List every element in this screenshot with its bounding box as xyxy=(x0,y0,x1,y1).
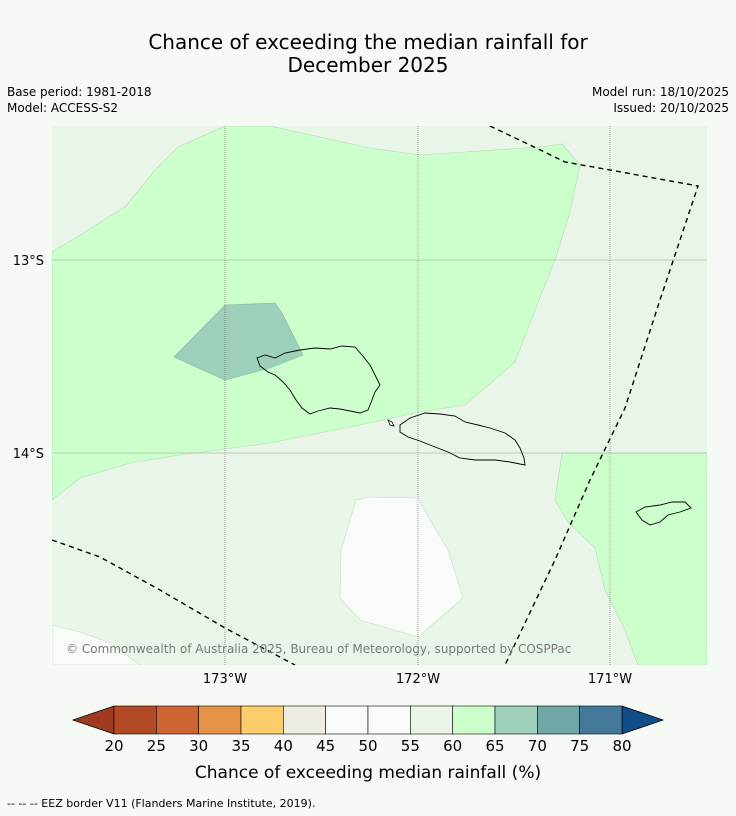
colorbar: 20 25 30 35 40 45 50 55 60 65 70 75 80 xyxy=(71,705,665,755)
colorbar-segment-55-60 xyxy=(410,705,453,735)
colorbar-segment-50-55 xyxy=(367,705,411,735)
region-45-50 xyxy=(339,496,464,638)
eez-borders xyxy=(52,126,699,665)
colorbar-arrow-low xyxy=(71,705,115,735)
colorbar-tick-35: 35 xyxy=(231,737,250,755)
colorbar-tick-50: 50 xyxy=(358,737,377,755)
colorbar-tick-70: 70 xyxy=(528,737,547,755)
savaii-island xyxy=(256,345,381,415)
map-title: Chance of exceeding the median rainfall … xyxy=(0,31,736,77)
colorbar-arrow-high xyxy=(621,705,665,735)
colorbar-tick-75: 75 xyxy=(570,737,589,755)
eez-footnote: -- -- -- EEZ border V11 (Flanders Marine… xyxy=(7,797,316,810)
colorbar-segment-40-45 xyxy=(283,705,326,735)
eez-line-southwest xyxy=(52,539,296,665)
region-65-70 xyxy=(173,302,304,381)
colorbar-tick-20: 20 xyxy=(104,737,123,755)
model-run: Model run: 18/10/2025 xyxy=(591,85,729,99)
lat-lines xyxy=(52,259,707,454)
title-line-2: December 2025 xyxy=(287,53,449,77)
lon-label-171w: 171°W xyxy=(588,672,632,687)
colorbar-tick-45: 45 xyxy=(316,737,335,755)
tutuila-island xyxy=(635,501,692,526)
colorbar-segment-75-80 xyxy=(579,705,623,735)
base-period: Base period: 1981-2018 xyxy=(7,85,152,99)
colorbar-tick-65: 65 xyxy=(485,737,504,755)
model-name: Model: ACCESS-S2 xyxy=(7,101,119,115)
colorbar-title: Chance of exceeding median rainfall (%) xyxy=(195,763,541,783)
colorbar-segment-20-25 xyxy=(113,705,157,735)
lat-label-14s: 14°S xyxy=(13,447,44,462)
colorbar-segment-45-50 xyxy=(325,705,369,735)
upolu-island xyxy=(399,412,526,466)
colorbar-tick-60: 60 xyxy=(443,737,462,755)
copyright-text: © Commonwealth of Australia 2025, Bureau… xyxy=(66,642,571,656)
issued-date: Issued: 20/10/2025 xyxy=(613,101,729,115)
lat-label-13s: 13°S xyxy=(13,254,44,269)
region-60-65-north xyxy=(52,126,581,501)
colorbar-segment-60-65 xyxy=(452,705,496,735)
lon-label-173w: 173°W xyxy=(203,672,247,687)
colorbar-segment-70-75 xyxy=(537,705,580,735)
meta-left: Base period: 1981-2018 Model: ACCESS-S2 xyxy=(7,84,152,116)
colorbar-tick-25: 25 xyxy=(147,737,166,755)
manono-islet xyxy=(387,419,395,427)
map-area xyxy=(52,126,707,665)
lon-label-172w: 172°W xyxy=(396,672,440,687)
meta-right: Model run: 18/10/2025 Issued: 20/10/2025 xyxy=(592,84,729,116)
region-60-65-southeast xyxy=(554,452,707,665)
colorbar-segment-30-35 xyxy=(198,705,242,735)
colorbar-segment-25-30 xyxy=(156,705,199,735)
colorbar-tick-40: 40 xyxy=(274,737,293,755)
colorbar-segment-65-70 xyxy=(494,705,538,735)
colorbar-tick-55: 55 xyxy=(401,737,420,755)
colorbar-segment-35-40 xyxy=(240,705,284,735)
eez-line-east xyxy=(489,126,699,665)
title-line-1: Chance of exceeding the median rainfall … xyxy=(148,30,588,54)
region-sw-corner xyxy=(52,624,141,665)
colorbar-tick-80: 80 xyxy=(612,737,631,755)
colorbar-tick-30: 30 xyxy=(189,737,208,755)
